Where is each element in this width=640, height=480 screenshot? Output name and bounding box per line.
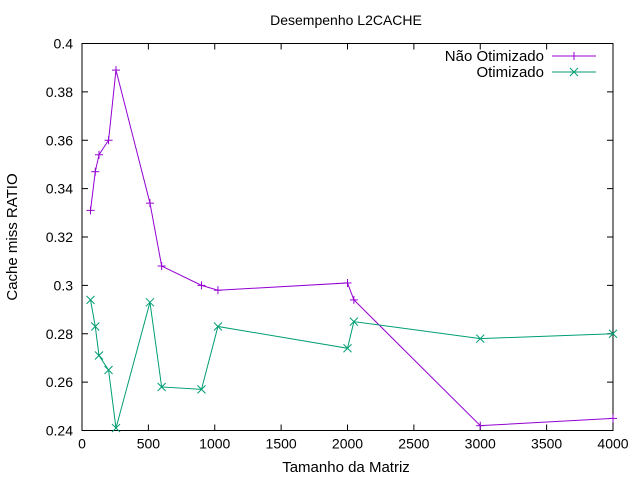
legend-label: Não Otimizado xyxy=(445,48,544,65)
x-tick-label: 3500 xyxy=(531,436,562,452)
y-tick-label: 0.34 xyxy=(46,181,73,197)
y-tick-label: 0.4 xyxy=(54,36,74,52)
data-point-0 xyxy=(349,295,358,304)
data-point-1 xyxy=(608,329,618,339)
data-point-1 xyxy=(86,295,95,305)
x-tick-label: 2000 xyxy=(332,436,363,452)
data-point-0 xyxy=(111,66,120,75)
data-point-0 xyxy=(104,136,113,145)
data-point-0 xyxy=(197,281,206,290)
legend-label: Otimizado xyxy=(476,64,544,81)
x-tick-label: 0 xyxy=(78,436,86,452)
y-tick-label: 0.36 xyxy=(46,132,73,148)
series-layer xyxy=(86,66,618,433)
data-point-1 xyxy=(197,385,206,394)
series-line-0 xyxy=(89,69,614,427)
x-tick-label: 500 xyxy=(137,436,161,452)
data-point-0 xyxy=(91,167,100,176)
data-point-0 xyxy=(343,278,352,287)
data-point-0 xyxy=(94,150,103,159)
data-point-1 xyxy=(343,343,352,353)
data-point-0 xyxy=(476,421,485,430)
x-tick-label: 2500 xyxy=(398,436,429,452)
data-point-1 xyxy=(349,317,359,327)
y-tick-label: 0.28 xyxy=(46,326,73,342)
data-point-1 xyxy=(104,365,113,375)
x-tick-label: 3000 xyxy=(465,436,496,452)
x-tick-label: 1000 xyxy=(199,436,230,452)
data-point-1 xyxy=(145,297,155,307)
y-axis-label: Cache miss RATIO xyxy=(4,173,21,300)
legend-swatch-marker xyxy=(569,67,579,77)
data-point-1 xyxy=(94,351,104,360)
y-tick-label: 0.3 xyxy=(54,277,74,293)
y-tick-label: 0.24 xyxy=(46,423,73,439)
data-point-0 xyxy=(157,262,166,271)
y-axis: 0.24 0.26 0.28 0.3 0.32 0.34 0.36 0.38 0.4 xyxy=(46,36,613,439)
legend-swatch-marker xyxy=(570,52,578,60)
data-point-0 xyxy=(609,414,617,423)
x-axis-label: Tamanho da Matriz xyxy=(282,459,410,476)
x-axis: 0 500 1000 1500 2000 2500 3000 3500 4000 xyxy=(78,43,629,452)
x-tick-label: 1500 xyxy=(266,436,297,452)
data-point-0 xyxy=(213,286,222,295)
chart-title: Desempenho L2CACHE xyxy=(270,12,422,28)
x-tick-label: 4000 xyxy=(597,436,628,452)
data-point-1 xyxy=(90,322,100,331)
data-point-1 xyxy=(157,382,167,392)
data-point-0 xyxy=(145,199,154,208)
data-point-1 xyxy=(475,334,485,343)
y-tick-label: 0.32 xyxy=(46,229,73,245)
data-point-1 xyxy=(111,423,121,433)
plot-frame xyxy=(81,43,614,431)
y-tick-label: 0.26 xyxy=(46,374,73,390)
y-tick-label: 0.38 xyxy=(46,84,73,100)
data-point-0 xyxy=(86,206,95,215)
data-point-1 xyxy=(213,322,223,331)
